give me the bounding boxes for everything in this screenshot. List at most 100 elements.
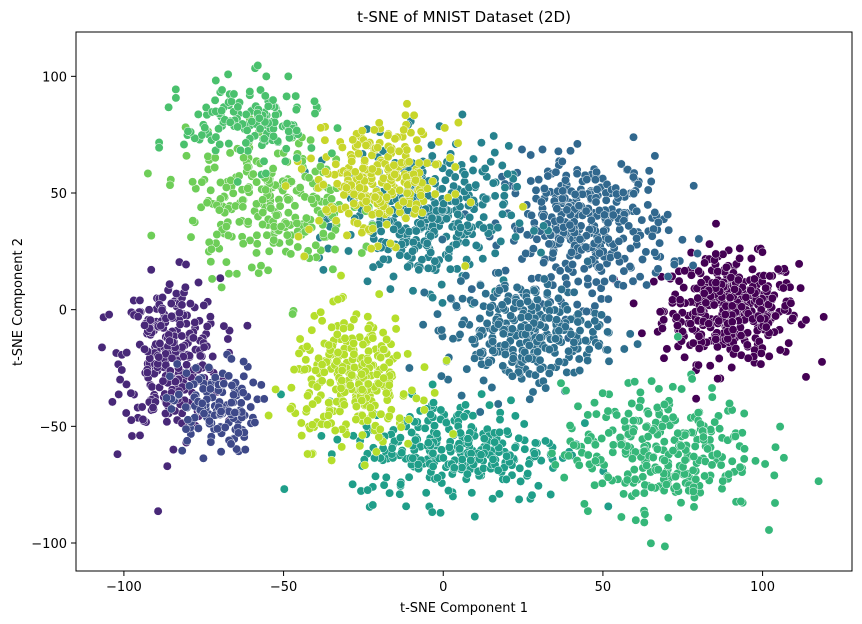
scatter-point <box>233 428 243 438</box>
scatter-point <box>340 333 350 343</box>
scatter-point <box>167 353 177 363</box>
scatter-point <box>165 371 175 381</box>
scatter-point <box>408 453 418 463</box>
x-axis: −100 −50 0 50 100 <box>106 571 775 595</box>
scatter-point <box>162 417 172 427</box>
scatter-point <box>417 255 427 265</box>
scatter-point <box>379 480 389 490</box>
scatter-point <box>508 354 518 363</box>
scatter-point <box>408 237 418 247</box>
scatter-point <box>301 355 311 365</box>
scatter-point <box>212 230 222 239</box>
scatter-point <box>673 428 683 438</box>
scatter-point <box>199 300 209 310</box>
scatter-point <box>660 456 670 466</box>
scatter-point <box>590 301 600 311</box>
scatter-point <box>256 380 266 390</box>
scatter-point <box>430 388 440 398</box>
scatter-point <box>515 299 525 308</box>
scatter-point <box>488 346 498 356</box>
scatter-point <box>331 159 341 169</box>
scatter-point <box>369 125 379 135</box>
scatter-point <box>627 399 637 408</box>
scatter-point <box>582 307 592 316</box>
scatter-point <box>451 239 461 249</box>
scatter-point <box>269 131 278 141</box>
scatter-point <box>718 476 728 486</box>
scatter-point <box>534 175 544 185</box>
scatter-point <box>444 442 454 452</box>
scatter-point <box>228 188 238 198</box>
scatter-point <box>321 205 331 215</box>
scatter-point <box>154 352 164 362</box>
scatter-point <box>603 406 613 416</box>
scatter-point <box>671 472 680 482</box>
scatter-point <box>632 233 642 243</box>
scatter-point <box>182 151 191 161</box>
scatter-point <box>647 482 656 492</box>
scatter-point <box>316 307 326 317</box>
scatter-point <box>349 315 359 324</box>
scatter-point <box>735 243 745 253</box>
scatter-point <box>363 276 372 286</box>
scatter-point <box>175 308 184 318</box>
scatter-point <box>390 134 400 144</box>
scatter-point <box>295 183 305 193</box>
scatter-point <box>817 357 827 367</box>
scatter-point <box>569 440 579 450</box>
scatter-point <box>461 238 471 248</box>
scatter-point <box>210 95 220 105</box>
scatter-point <box>693 408 703 418</box>
scatter-point <box>711 249 721 259</box>
scatter-point <box>389 160 399 170</box>
scatter-point <box>390 169 400 179</box>
scatter-point <box>256 85 265 95</box>
scatter-point <box>363 355 373 365</box>
scatter-point <box>142 368 152 378</box>
scatter-point <box>399 389 409 399</box>
scatter-point <box>535 355 545 365</box>
scatter-point <box>437 184 447 194</box>
scatter-point <box>709 300 719 310</box>
scatter-point <box>643 409 653 419</box>
scatter-point <box>376 226 386 236</box>
scatter-point <box>490 148 500 158</box>
scatter-point <box>445 264 455 274</box>
scatter-point <box>603 472 613 482</box>
scatter-point <box>442 356 452 365</box>
scatter-point <box>432 473 442 483</box>
scatter-point <box>572 169 582 179</box>
scatter-point <box>381 388 391 398</box>
scatter-point <box>801 315 811 325</box>
scatter-point <box>238 388 248 398</box>
scatter-point <box>234 217 244 227</box>
scatter-point <box>254 113 264 123</box>
scatter-point <box>437 325 447 335</box>
scatter-point <box>713 342 722 352</box>
scatter-point <box>220 422 230 432</box>
scatter-point <box>286 249 296 259</box>
scatter-point <box>383 130 393 140</box>
scatter-point <box>573 277 583 286</box>
scatter-point <box>493 399 503 409</box>
plot-frame <box>75 31 853 572</box>
scatter-point <box>490 191 500 201</box>
scatter-point <box>536 456 546 466</box>
scatter-point <box>597 434 607 443</box>
scatter-point <box>663 210 673 220</box>
scatter-point <box>788 313 798 323</box>
scatter-point <box>721 262 731 272</box>
scatter-point <box>514 494 524 504</box>
scatter-point <box>374 289 384 299</box>
scatter-point <box>349 338 359 348</box>
scatter-point <box>147 382 157 392</box>
scatter-point <box>188 177 198 187</box>
scatter-point <box>581 206 591 216</box>
scatter-point <box>641 247 651 257</box>
scatter-point <box>528 387 538 397</box>
scatter-point <box>749 274 759 284</box>
scatter-point <box>707 460 717 470</box>
scatter-point <box>497 300 507 310</box>
scatter-point <box>263 101 273 111</box>
scatter-point <box>694 266 704 276</box>
